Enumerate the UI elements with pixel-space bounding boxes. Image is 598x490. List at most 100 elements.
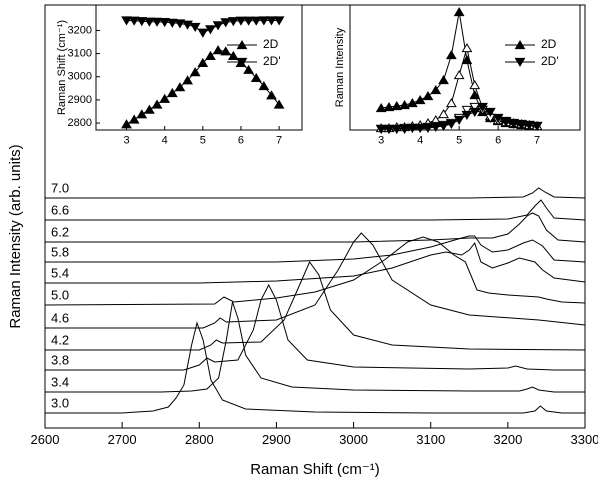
- x-tick-label: 5: [200, 134, 206, 146]
- data-point: [422, 123, 434, 134]
- y-axis-label: Raman Intensity (arb. units): [7, 144, 24, 328]
- data-point: [258, 80, 270, 91]
- series-line: [45, 187, 586, 199]
- series-label: 5.8: [51, 244, 69, 259]
- data-point: [531, 121, 543, 132]
- data-point: [136, 109, 148, 119]
- data-point: [144, 104, 155, 114]
- series-label: 3.8: [51, 352, 69, 367]
- data-point: [197, 28, 209, 38]
- data-point: [438, 121, 449, 132]
- data-point: [166, 18, 178, 28]
- legend-label: 2D: [263, 37, 279, 51]
- x-tick-label: 7: [276, 134, 282, 146]
- data-point: [461, 105, 473, 116]
- data-point: [516, 119, 527, 130]
- series-line: [45, 199, 586, 221]
- data-point: [422, 90, 434, 101]
- data-point: [182, 20, 193, 30]
- data-point: [159, 93, 171, 103]
- data-point: [136, 17, 148, 27]
- x-tick-label: 3100: [416, 432, 445, 447]
- data-point: [273, 99, 285, 109]
- data-point: [220, 18, 232, 28]
- x-tick-label: 3000: [339, 432, 368, 447]
- data-point: [182, 75, 193, 85]
- data-point: [453, 6, 465, 17]
- data-point: [445, 49, 457, 60]
- data-point: [461, 110, 473, 121]
- legend-label: 2D': [263, 54, 281, 68]
- data-point: [212, 21, 224, 31]
- data-point: [399, 124, 410, 135]
- y-tick-label: 2900: [68, 94, 92, 106]
- data-point: [406, 97, 418, 108]
- data-point: [445, 97, 457, 108]
- data-point: [469, 89, 481, 100]
- data-point: [227, 17, 239, 27]
- series-line: [45, 321, 585, 414]
- data-point: [430, 122, 442, 133]
- series-line: [45, 232, 586, 329]
- data-point: [484, 107, 496, 118]
- x-tick-label: 6: [495, 134, 501, 146]
- data-point: [227, 50, 239, 61]
- data-point: [469, 107, 481, 118]
- legend-marker: [236, 57, 248, 68]
- data-point: [128, 16, 140, 26]
- series-label: 3.0: [51, 395, 69, 410]
- x-tick-label: 3: [123, 134, 129, 146]
- data-point: [391, 100, 403, 111]
- data-point: [151, 99, 163, 109]
- data-point: [438, 74, 449, 85]
- x-tick-label: 3300: [571, 432, 598, 447]
- series-label: 4.2: [51, 332, 69, 347]
- data-point: [121, 119, 132, 129]
- data-point: [391, 124, 403, 135]
- data-point: [375, 102, 387, 113]
- series-line: [45, 235, 586, 263]
- x-tick-label: 2700: [108, 432, 137, 447]
- data-point: [205, 25, 216, 35]
- data-point: [414, 94, 426, 105]
- data-point: [189, 22, 201, 33]
- data-point: [492, 113, 504, 124]
- legend-marker: [514, 57, 526, 68]
- data-point: [159, 18, 171, 28]
- data-point: [399, 99, 410, 110]
- y-axis-label: Raman Intensity: [334, 27, 346, 107]
- data-point: [174, 19, 186, 29]
- series-label: 6.6: [51, 202, 69, 217]
- series-label: 6.2: [51, 224, 69, 239]
- series-line: [45, 212, 586, 243]
- data-point: [205, 50, 216, 61]
- data-point: [189, 67, 201, 77]
- data-point: [273, 16, 285, 26]
- data-point: [430, 84, 442, 95]
- legend-marker: [236, 39, 248, 50]
- y-tick-label: 3000: [68, 71, 92, 83]
- data-point: [128, 114, 140, 124]
- series-label: 5.0: [51, 287, 69, 302]
- series-label: 5.4: [51, 265, 69, 280]
- data-point: [166, 87, 178, 98]
- data-point: [406, 123, 418, 134]
- data-point: [375, 124, 387, 135]
- x-tick-label: 3: [378, 134, 384, 146]
- data-point: [212, 45, 224, 55]
- data-point: [258, 16, 270, 26]
- data-point: [144, 17, 155, 27]
- data-point: [383, 101, 395, 112]
- data-point: [477, 102, 488, 113]
- series-label: 3.4: [51, 374, 69, 389]
- legend-label: 2D: [541, 37, 557, 51]
- y-tick-label: 3100: [68, 48, 92, 60]
- data-point: [445, 119, 457, 130]
- data-point: [469, 79, 481, 90]
- data-point: [500, 116, 512, 127]
- x-tick-label: 4: [417, 134, 423, 146]
- data-point: [121, 16, 132, 26]
- series-label: 4.6: [51, 310, 69, 325]
- series-line: [44, 236, 586, 306]
